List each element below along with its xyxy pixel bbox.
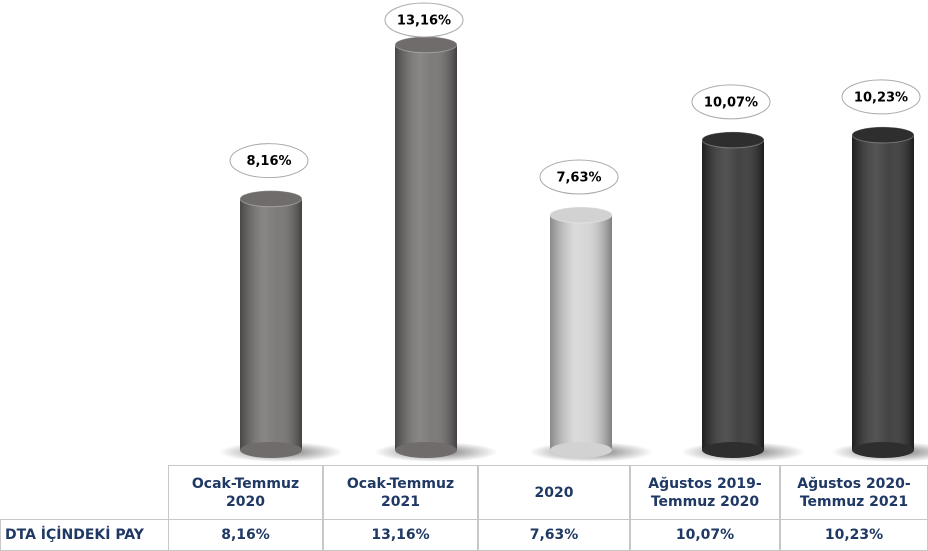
bar-top (239, 190, 303, 208)
data-label: 8,16% (246, 154, 291, 169)
data-label: 13,16% (397, 14, 451, 29)
bar-bottom (852, 442, 914, 458)
bar-top (549, 206, 613, 224)
table-value: 8,16% (168, 519, 323, 551)
series-name: DTA İÇİNDEKİ PAY (0, 519, 169, 551)
category-cell: Ağustos 2019- Temmuz 2020 (630, 465, 780, 520)
label-bubble (539, 159, 619, 195)
data-label: 7,63% (556, 170, 601, 185)
category-cell: Ocak-Temmuz 2021 (323, 465, 478, 520)
data-label: 10,23% (854, 90, 908, 105)
category-cell: Ağustos 2020- Temmuz 2021 (780, 465, 928, 520)
category-cell: 2020 (478, 465, 630, 520)
bar-shade (702, 139, 764, 450)
table-value: 10,07% (630, 519, 780, 551)
category-cell: Ocak-Temmuz 2020 (168, 465, 323, 520)
table-value: 10,23% (780, 519, 928, 551)
bar-top (851, 126, 915, 144)
table-value: 7,63% (478, 519, 630, 551)
table-value: 13,16% (323, 519, 478, 551)
label-bubble (384, 2, 464, 38)
bar-shade (852, 134, 914, 450)
bar-bottom (702, 442, 764, 458)
label-bubble (229, 143, 309, 179)
label-bubble (691, 84, 771, 120)
data-label: 10,07% (704, 95, 758, 110)
bar-top (394, 36, 458, 54)
bar-top (701, 131, 765, 149)
bar-shade (550, 214, 612, 450)
bar-bottom (240, 442, 302, 458)
bar-shade (395, 44, 457, 451)
bar-shade (240, 198, 302, 450)
label-bubble (841, 79, 921, 115)
bar-bottom (395, 442, 457, 458)
bar-bottom (550, 442, 612, 458)
plot: 8,16% 13,16% 7,63% 10,07% 10,23% (219, 2, 928, 462)
